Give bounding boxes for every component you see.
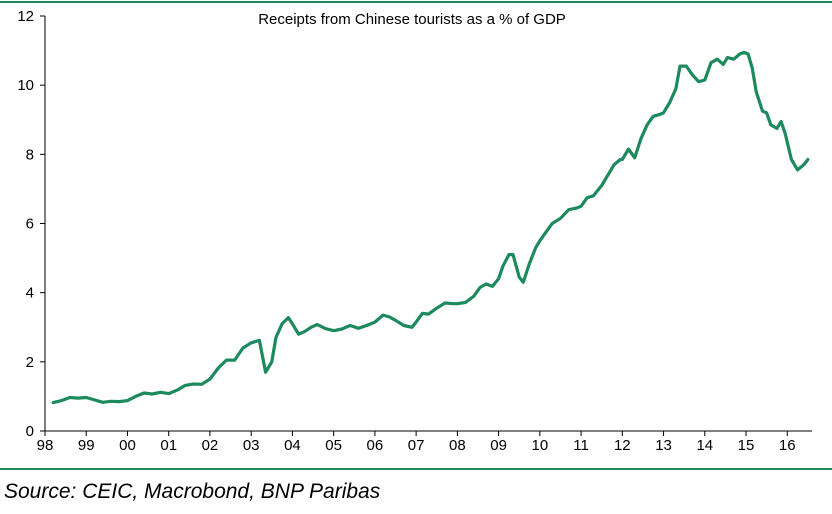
x-tick-label: 12 <box>614 437 631 454</box>
y-tick-label: 4 <box>26 285 34 302</box>
series-group <box>51 50 810 405</box>
x-tick-label: 14 <box>696 437 713 454</box>
x-tick-label: 08 <box>449 437 466 454</box>
y-tick-label: 0 <box>26 423 34 440</box>
y-tick-label: 8 <box>26 146 34 163</box>
x-tick-label: 98 <box>37 437 54 454</box>
x-tick-label: 06 <box>367 437 384 454</box>
x-tick-label: 01 <box>160 437 177 454</box>
x-tick-label: 13 <box>655 437 672 454</box>
chart-title: Receipts from Chinese tourists as a % of… <box>258 11 566 28</box>
x-tick-label: 02 <box>202 437 219 454</box>
x-tick-label: 16 <box>779 437 796 454</box>
x-tick-label: 03 <box>243 437 260 454</box>
x-tick-label: 10 <box>531 437 548 454</box>
x-tick-label: 15 <box>738 437 755 454</box>
x-tick-label: 00 <box>119 437 136 454</box>
x-tick-label: 09 <box>490 437 507 454</box>
y-tick-label: 12 <box>17 8 34 25</box>
y-tick-label: 10 <box>17 77 34 94</box>
series-line-0 <box>51 50 810 405</box>
x-tick-label: 11 <box>573 437 589 454</box>
x-tick-label: 99 <box>78 437 95 454</box>
source-note: Source: CEIC, Macrobond, BNP Paribas <box>4 480 381 503</box>
x-tick-label: 04 <box>284 437 301 454</box>
x-tick-label: 07 <box>408 437 425 454</box>
x-tick-label: 05 <box>325 437 342 454</box>
y-tick-label: 6 <box>26 216 34 233</box>
y-tick-label: 2 <box>26 354 34 371</box>
y-axis: 0 2 4 6 8 10 12 <box>17 8 46 440</box>
x-axis: 98 99 00 01 02 03 04 05 06 07 08 09 10 11 12 13 14 15 16 <box>37 430 812 454</box>
